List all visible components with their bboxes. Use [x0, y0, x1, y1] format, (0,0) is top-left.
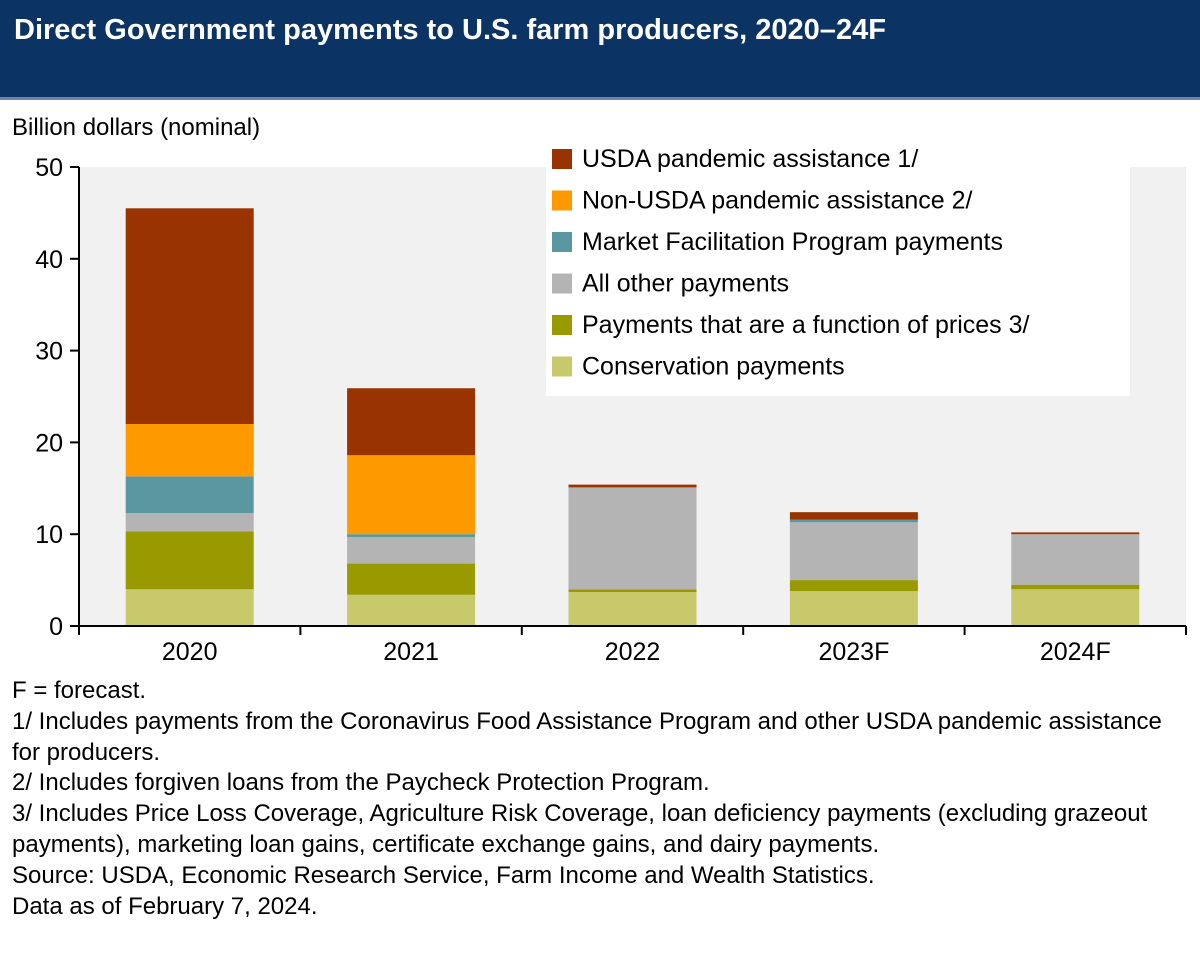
- bar-2023f-series-1: [789, 580, 918, 592]
- note-data-date: Data as of February 7, 2024.: [12, 892, 318, 920]
- bar-2021-series-4: [347, 455, 476, 535]
- y-tick-label-30: 30: [35, 338, 63, 366]
- bar-2020-series-5: [125, 208, 254, 425]
- y-axis-label: Billion dollars (nominal): [12, 114, 261, 141]
- y-tick-label-20: 20: [35, 429, 63, 457]
- note-source: Source: USDA, Economic Research Service,…: [12, 861, 875, 889]
- y-tick-label-0: 0: [49, 613, 63, 641]
- legend-label-3: All other payments: [582, 270, 789, 298]
- bar-2023f-series-0: [789, 591, 918, 626]
- x-tick-label-2024f: 2024F: [1040, 638, 1111, 666]
- legend-label-4: Payments that are a function of prices 3…: [582, 311, 1030, 339]
- bar-2020-series-3: [125, 476, 254, 514]
- y-tick-label-10: 10: [35, 521, 63, 549]
- title-bar: Direct Government payments to U.S. farm …: [0, 0, 1200, 100]
- bar-2020-series-0: [125, 589, 254, 626]
- bar-2021-series-2: [347, 536, 476, 564]
- note-3: 3/ Includes Price Loss Coverage, Agricul…: [12, 800, 1148, 858]
- bar-2023f-series-2: [789, 522, 918, 581]
- bar-2021-series-5: [347, 388, 476, 456]
- y-tick-label-40: 40: [35, 246, 63, 274]
- bar-2022-series-5: [568, 484, 697, 488]
- bar-2020-series-4: [125, 424, 254, 477]
- bar-2024f-series-2: [1011, 534, 1140, 585]
- bar-2022-series-0: [568, 592, 697, 626]
- bar-2021-series-3: [347, 534, 476, 537]
- chart-title: Direct Government payments to U.S. farm …: [14, 14, 886, 46]
- legend-swatch-3: [552, 273, 572, 294]
- y-tick-label-50: 50: [35, 154, 63, 182]
- legend-label-1: Non-USDA pandemic assistance 2/: [582, 187, 973, 215]
- note-2: 2/ Includes forgiven loans from the Payc…: [12, 769, 710, 797]
- legend-label-2: Market Facilitation Program payments: [582, 228, 1003, 256]
- x-tick-label-2021: 2021: [383, 638, 439, 666]
- note-forecast: F = forecast.: [12, 677, 147, 704]
- bar-2024f-series-0: [1011, 589, 1140, 626]
- bar-2020-series-1: [125, 531, 254, 590]
- bar-2023f-series-3: [789, 519, 918, 523]
- bar-2022-series-1: [568, 589, 697, 593]
- note-1: 1/ Includes payments from the Coronaviru…: [12, 707, 1162, 766]
- legend-swatch-5: [552, 356, 572, 377]
- bar-2022-series-2: [568, 487, 697, 590]
- bar-2021-series-1: [347, 563, 476, 595]
- bar-2024f-series-5: [1011, 532, 1140, 535]
- legend-swatch-1: [552, 190, 572, 211]
- legend-label-5: Conservation payments: [582, 353, 845, 381]
- chart: 0 10 20 30 40 50 2020 2021 2022 2023F 2024F USDA pa…: [35, 140, 1187, 666]
- legend-label-0: USDA pandemic assistance 1/: [582, 145, 918, 173]
- footnotes: F = forecast. 1/ Includes payments from …: [12, 676, 1192, 922]
- x-tick-label-2022: 2022: [605, 638, 661, 666]
- x-tick-label-2020: 2020: [162, 638, 218, 666]
- x-tick-label-2023f: 2023F: [818, 638, 889, 666]
- bar-2023f-series-5: [789, 512, 918, 520]
- legend-swatch-0: [552, 149, 572, 169]
- legend-box: [546, 140, 1130, 396]
- bar-2024f-series-1: [1011, 584, 1140, 590]
- bar-2021-series-0: [347, 594, 476, 626]
- legend-swatch-2: [552, 232, 572, 252]
- bar-2020-series-2: [125, 513, 254, 532]
- legend-swatch-4: [552, 315, 572, 335]
